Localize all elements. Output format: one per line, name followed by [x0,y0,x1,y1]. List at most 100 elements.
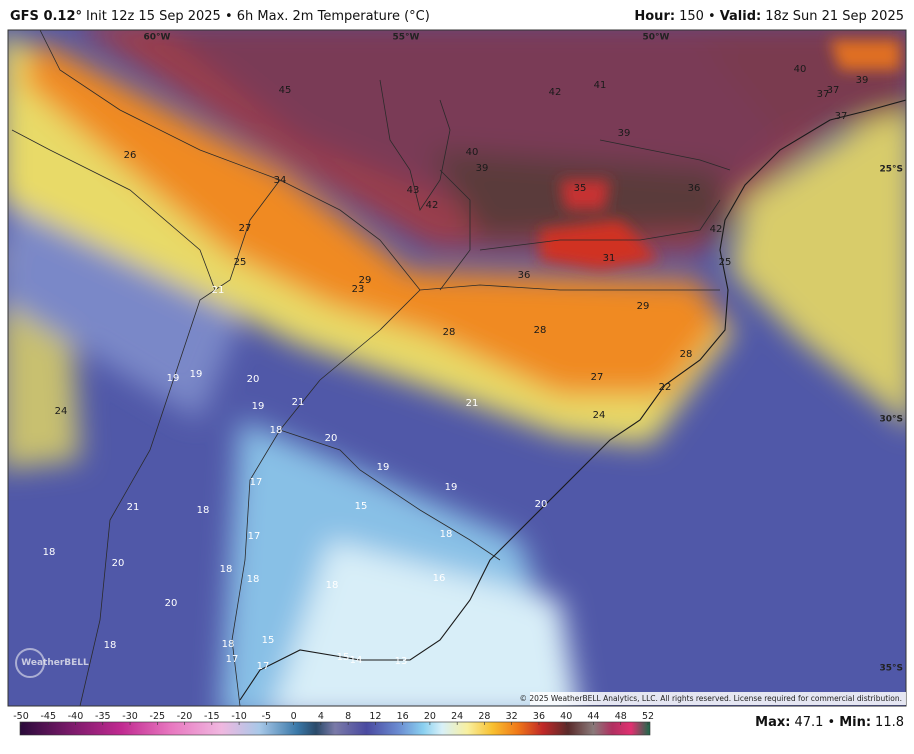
temperature-label: 28 [443,327,456,338]
header-part: Min: [839,715,871,730]
temperature-label: 20 [247,374,260,385]
colorbar-tick-label: 32 [506,711,518,722]
temperature-label: 20 [165,598,178,609]
temperature-label: 26 [124,150,137,161]
colorbar-tick-label: -25 [150,711,166,722]
colorbar-tick-label: 0 [291,711,297,722]
temperature-label: 18 [43,547,56,558]
temperature-label: 36 [518,270,531,281]
latitude-label: 35°S [879,664,903,674]
temperature-label: 20 [325,433,338,444]
temperature-label: 35 [574,183,587,194]
colorbar-tick-label: 4 [318,711,324,722]
logo: WeatherBELL [21,658,89,668]
temperature-label: 37 [827,85,840,96]
temperature-label: 19 [377,462,390,473]
longitude-label: 55°W [393,33,420,43]
colorbar-tick-label: 8 [345,711,351,722]
temperature-label: 45 [279,85,292,96]
colorbar-tick-label: 20 [424,711,436,722]
header-text: Hour: 150 • Valid: 18z Sun 21 Sep 2025 [634,9,904,24]
temperature-label: 39 [618,128,631,139]
temperature-label: 18 [270,425,283,436]
temperature-label: 36 [688,183,701,194]
temperature-label: 18 [104,640,117,651]
map-frame [7,29,907,707]
header-part: 18z Sun 21 Sep 2025 [765,9,904,24]
temperature-label: 18 [220,564,233,575]
colorbar-tick-label: -40 [68,711,84,722]
temperature-label: 24 [55,406,68,417]
copyright-box [530,692,906,705]
header-text: Max: 47.1 • Min: 11.8 [755,715,904,730]
header-part: Init 12z 15 Sep 2025 • 6h Max. 2m Temper… [86,9,430,24]
temperature-label: 19 [445,482,458,493]
temperature-label: 42 [426,200,439,211]
header-text: GFS 0.12° Init 12z 15 Sep 2025 • 6h Max. … [10,9,430,24]
temperature-label: 27 [239,223,252,234]
stats: Max: 47.1 • Min: 11.8 [755,715,904,730]
temperature-label: 14 [350,655,363,666]
temperature-label: 19 [190,369,203,380]
temperature-label: 24 [593,410,606,421]
latitude-label: 30°S [879,415,903,425]
temperature-label: 31 [603,253,616,264]
colorbar-tick-label: -35 [95,711,111,722]
colorbar-tick-label: -15 [204,711,220,722]
colorbar-tick-label: -20 [177,711,193,722]
temperature-label: 20 [535,499,548,510]
temperature-label: 20 [112,558,125,569]
colorbar-tick-label: 24 [451,711,463,722]
colorbar-tick-label: 36 [533,711,545,722]
colorbar-tick-label: 16 [397,711,409,722]
temperature-label: 28 [680,349,693,360]
temperature-label: 17 [250,477,263,488]
longitude-label: 50°W [643,33,670,43]
colorbar-tick-label: 48 [615,711,627,722]
temperature-label: 13 [395,656,408,667]
temperature-label: 41 [594,80,607,91]
temperature-label: 27 [591,372,604,383]
temperature-label: 19 [167,373,180,384]
temperature-label: 37 [835,111,848,122]
temperature-label: 21 [292,397,305,408]
header-part: Max: [755,715,790,730]
temperature-label: 40 [794,64,807,75]
temperature-label: 40 [466,147,479,158]
temperature-label: 21 [466,398,479,409]
temperature-label: 15 [262,635,275,646]
temperature-label: 21 [212,285,225,296]
temperature-label: 42 [710,224,723,235]
temperature-label: 18 [440,529,453,540]
temperature-label: 17 [257,661,270,672]
temperature-label: 16 [433,573,446,584]
temperature-label: 18 [326,580,339,591]
temperature-label: 22 [659,382,672,393]
temperature-label: 34 [274,175,287,186]
temperature-label: 29 [637,301,650,312]
colorbar-tick-label: -5 [262,711,271,722]
colorbar [19,721,651,736]
header-part: GFS 0.12° [10,9,82,24]
temperature-label: 39 [856,75,869,86]
temperature-field [8,30,906,706]
temperature-label: 23 [352,284,365,295]
temperature-label: 18 [222,639,235,650]
colorbar-tick-label: 52 [642,711,654,722]
header-part: 11.8 [875,715,904,730]
temperature-label: 43 [407,185,420,196]
temperature-label: 39 [476,163,489,174]
colorbar-tick-label: 28 [478,711,490,722]
temperature-label: 21 [127,502,140,513]
header-part: 150 • [679,9,716,24]
temperature-label: 15 [355,501,368,512]
header-right: Hour: 150 • Valid: 18z Sun 21 Sep 2025 [634,9,904,24]
temperature-label: 17 [248,531,261,542]
colorbar-tick-label: -50 [13,711,29,722]
latitude-label: 25°S [879,165,903,175]
colorbar-tick-label: 12 [369,711,381,722]
colorbar-tick-label: -30 [122,711,138,722]
temperature-label: 18 [197,505,210,516]
